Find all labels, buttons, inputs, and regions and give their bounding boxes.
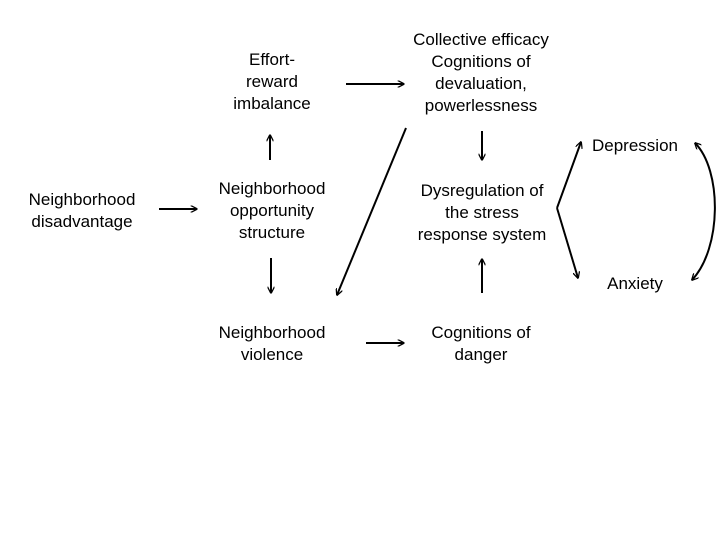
node-depression: Depression (592, 136, 678, 155)
arrow-dysregulation-to-anxiety (556, 207, 578, 278)
node-collective-efficacy: Collective efficacy Cognitions of devalu… (413, 30, 549, 115)
node-neighborhood-disadvantage: Neighborhood disadvantage (28, 190, 136, 231)
node-opportunity-structure: Neighborhood opportunity structure (218, 179, 326, 242)
node-neighborhood-violence: Neighborhood violence (218, 323, 326, 364)
arrow-dysregulation-to-depression (556, 142, 581, 209)
arrow-collective-efficacy-to-violence (337, 127, 407, 295)
arrow-depression-anxiety-bidirectional (692, 143, 716, 280)
node-dysregulation: Dysregulation of the stress response sys… (417, 181, 547, 244)
node-cognitions-of-danger: Cognitions of danger (431, 323, 531, 364)
node-anxiety: Anxiety (607, 274, 663, 293)
node-effort-reward-imbalance: Effort- reward imbalance (233, 50, 311, 113)
